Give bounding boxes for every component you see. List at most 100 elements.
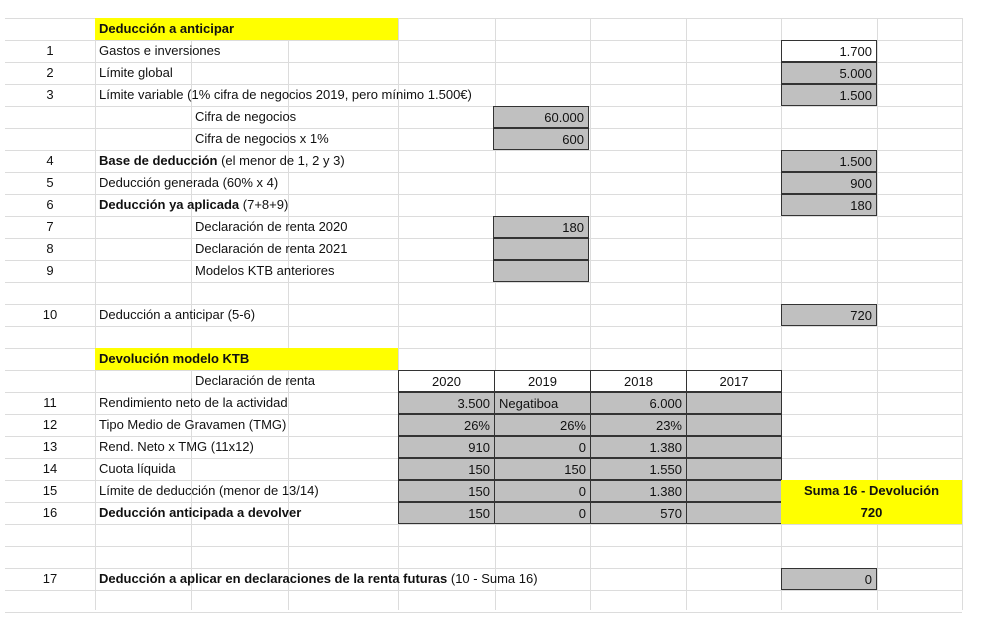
row-number: 9 (46, 263, 54, 278)
year-header[interactable]: 2017 (686, 370, 782, 392)
table-cell[interactable]: 26% (494, 414, 591, 436)
value-cell[interactable]: 5.000 (781, 62, 877, 84)
row-label[interactable]: Cuota líquida (99, 461, 176, 476)
row-label[interactable]: Límite global (99, 65, 173, 80)
row-label[interactable]: Base de deducción (el menor de 1, 2 y 3) (95, 150, 349, 172)
table-cell[interactable]: 0 (494, 436, 591, 458)
value-cell[interactable]: 180 (781, 194, 877, 216)
gridline-h (5, 84, 962, 85)
label-rest: (10 - Suma 16) (447, 571, 538, 586)
gridline-h (5, 546, 962, 547)
row-label[interactable]: Límite variable (1% cifra de negocios 20… (99, 87, 472, 102)
table-cell[interactable]: 150 (494, 458, 591, 480)
row-number: 12 (42, 417, 58, 432)
table-cell[interactable]: 0 (494, 480, 591, 502)
row-label[interactable]: Cifra de negocios (195, 109, 297, 124)
row-label[interactable]: Deducción ya aplicada (7+8+9) (95, 194, 292, 216)
table-cell[interactable] (686, 502, 782, 524)
value-cell[interactable]: 600 (493, 128, 589, 150)
table-cell[interactable]: 1.550 (590, 458, 687, 480)
value-cell[interactable] (493, 260, 589, 282)
row-number: 14 (42, 461, 58, 476)
row-number: 13 (42, 439, 58, 454)
gridline-h (5, 612, 962, 613)
row-label[interactable]: Gastos e inversiones (99, 43, 221, 58)
table-cell[interactable] (686, 392, 782, 414)
value-cell[interactable]: 60.000 (493, 106, 589, 128)
value-cell[interactable]: 1.500 (781, 84, 877, 106)
table-cell[interactable] (686, 436, 782, 458)
value-cell[interactable] (493, 238, 589, 260)
table-cell[interactable]: 23% (590, 414, 687, 436)
row-label[interactable]: Rend. Neto x TMG (11x12) (99, 439, 254, 454)
year-header[interactable]: 2019 (494, 370, 591, 392)
row-label[interactable]: Deducción a anticipar (5-6) (99, 307, 256, 322)
sum-value[interactable]: 720 (781, 502, 962, 524)
label-bold: Base de deducción (99, 153, 218, 168)
row-number: 17 (42, 571, 58, 586)
gridline-h (5, 568, 962, 569)
year-header[interactable]: 2020 (398, 370, 495, 392)
row-label[interactable]: Cifra de negocios x 1% (195, 131, 329, 146)
row-label[interactable]: Deducción anticipada a devolver (99, 505, 302, 520)
table-cell[interactable]: 570 (590, 502, 687, 524)
gridline-h (5, 128, 962, 129)
gridline-v (495, 18, 496, 610)
table-cell[interactable]: Negatiboa (494, 392, 591, 414)
row-label[interactable]: Modelos KTB anteriores (195, 263, 335, 278)
section-title-devolucion[interactable]: Devolución modelo KTB (95, 348, 398, 370)
table-cell[interactable]: 150 (398, 480, 495, 502)
row-number: 3 (46, 87, 54, 102)
table-cell[interactable]: 6.000 (590, 392, 687, 414)
row-label[interactable]: Tipo Medio de Gravamen (TMG) (99, 417, 287, 432)
gridline-h (5, 150, 962, 151)
gridline-v (962, 18, 963, 610)
table-cell[interactable]: 150 (398, 458, 495, 480)
row-label[interactable]: Límite de deducción (menor de 13/14) (99, 483, 319, 498)
gridline-h (5, 216, 962, 217)
row-label[interactable]: Deducción a aplicar en declaraciones de … (95, 568, 542, 590)
gridline-h (5, 62, 962, 63)
gridline-v (398, 18, 399, 610)
value-cell[interactable]: 1.700 (781, 40, 877, 62)
table-cell[interactable] (686, 458, 782, 480)
value-cell[interactable]: 1.500 (781, 150, 877, 172)
value-cell[interactable]: 0 (781, 568, 877, 590)
gridline-h (5, 326, 962, 327)
gridline-v (95, 18, 96, 610)
value-cell[interactable]: 900 (781, 172, 877, 194)
row-number: 7 (46, 219, 54, 234)
gridline-v (288, 18, 289, 610)
gridline-v (590, 18, 591, 610)
value-cell[interactable]: 180 (493, 216, 589, 238)
table-cell[interactable]: 1.380 (590, 480, 687, 502)
header-label[interactable]: Declaración de renta (195, 373, 315, 388)
table-cell[interactable]: 0 (494, 502, 591, 524)
label-bold: Deducción ya aplicada (99, 197, 240, 212)
table-cell[interactable]: 1.380 (590, 436, 687, 458)
gridline-h (5, 238, 962, 239)
sum-label[interactable]: Suma 16 - Devolución (781, 480, 962, 502)
table-cell[interactable] (686, 480, 782, 502)
table-cell[interactable] (686, 414, 782, 436)
row-number: 16 (42, 505, 58, 520)
table-cell[interactable]: 26% (398, 414, 495, 436)
row-number: 1 (46, 43, 54, 58)
section-title-deduccion[interactable]: Deducción a anticipar (95, 18, 398, 40)
gridline-h (5, 172, 962, 173)
table-cell[interactable]: 3.500 (398, 392, 495, 414)
row-label[interactable]: Deducción generada (60% x 4) (99, 175, 279, 190)
table-cell[interactable]: 150 (398, 502, 495, 524)
row-label[interactable]: Rendimiento neto de la actividad (99, 395, 288, 410)
value-cell[interactable]: 720 (781, 304, 877, 326)
row-number: 11 (43, 395, 57, 410)
row-label[interactable]: Declaración de renta 2021 (195, 241, 348, 256)
row-label[interactable]: Declaración de renta 2020 (195, 219, 348, 234)
label-rest: (7+8+9) (239, 197, 289, 212)
gridline-v (686, 18, 687, 610)
row-number: 5 (46, 175, 54, 190)
year-header[interactable]: 2018 (590, 370, 687, 392)
table-cell[interactable]: 910 (398, 436, 495, 458)
gridline-h (5, 590, 962, 591)
row-number: 6 (46, 197, 54, 212)
